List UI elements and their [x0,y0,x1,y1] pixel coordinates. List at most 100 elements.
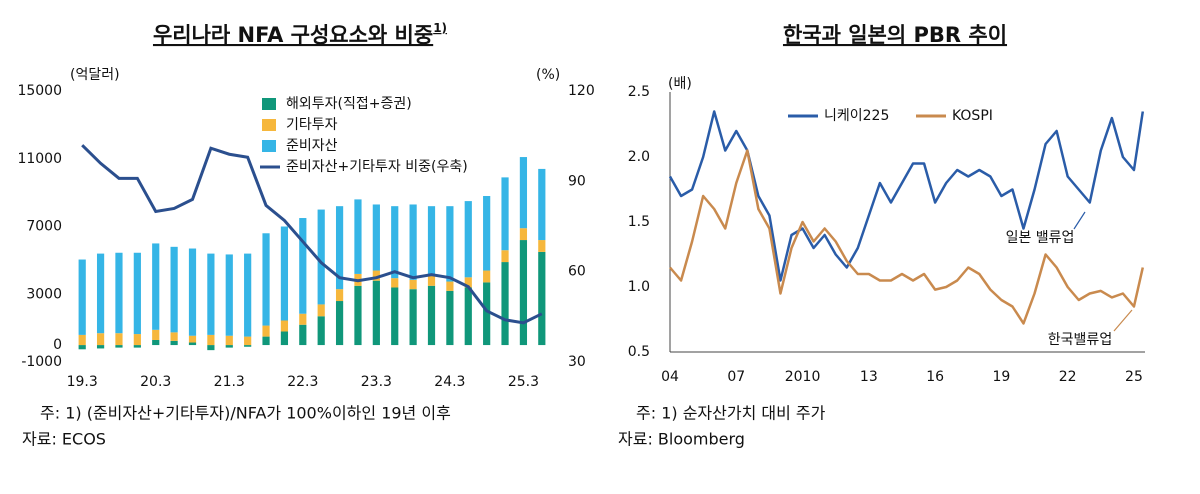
bar [427,275,436,286]
bar [152,243,160,330]
y-tick-label: 2.5 [628,84,650,100]
bar [133,334,141,346]
bar [188,248,197,336]
bar [78,334,86,346]
y2-tick-label: 120 [568,83,595,99]
y-tick-label: -1000 [21,354,62,370]
bar [483,282,491,346]
y-tick-label: 11000 [17,151,62,167]
bar [317,209,325,305]
bar [372,270,380,281]
bar [501,250,509,263]
y2-tick-label: 30 [568,354,586,370]
source: 자료: Bloomberg [618,430,745,449]
x-tick-label: 21.3 [214,374,245,390]
x-tick-label: 2010 [785,369,821,385]
y-axis-unit: (억달러) [70,67,120,83]
x-tick-label: 22.3 [287,374,318,390]
bar [299,324,307,346]
y-tick-label: 2.0 [628,149,650,165]
bar [170,332,178,341]
bar [244,336,252,346]
bar [317,316,325,346]
y2-tick-label: 60 [568,264,586,280]
y2-axis-unit: (%) [536,67,560,83]
bar [207,345,215,351]
bar [409,279,417,290]
bar [354,285,362,346]
bar [335,301,344,346]
bar [483,270,491,283]
source: 자료: ECOS [22,430,106,449]
legend-label: 니케이225 [824,108,889,124]
chart-title: 한국과 일본의 PBR 추이 [783,23,1007,47]
bar [317,304,325,317]
bar [427,206,436,276]
bar [519,228,528,241]
bar [133,252,141,335]
x-tick-label: 19.3 [67,374,98,390]
legend-swatch [262,98,276,110]
bar [446,290,454,346]
bar [188,335,197,343]
bar [335,289,344,302]
y-tick-label: 7000 [26,219,62,235]
bar [464,277,472,288]
bar [170,246,178,333]
bar [207,334,215,346]
bar [409,289,417,346]
bar [225,335,233,346]
bar [299,218,307,314]
bar [262,233,270,326]
x-tick-label: 19 [992,369,1010,385]
title-text: 우리나라 NFA 구성요소와 비중 [153,23,433,47]
bar [464,287,472,346]
y-tick-label: 0 [53,337,62,353]
bar [519,240,528,346]
bar [133,345,141,348]
y-tick-label: 0.5 [628,344,650,360]
bar [280,320,289,332]
line-series [81,144,543,325]
bar [170,340,178,346]
bar [262,325,270,337]
bar [225,254,233,336]
title-footnote: 1) [433,21,447,35]
bar [427,285,436,346]
bar [501,177,509,251]
bar [96,345,105,349]
x-tick-label: 13 [860,369,878,385]
annotation-arrow [1113,309,1133,332]
x-tick-label: 25 [1125,369,1143,385]
bar [483,196,491,271]
bar [299,313,307,325]
y-tick-label: 1.5 [628,214,650,230]
bar [409,204,417,280]
bar [188,342,197,346]
bar [115,333,123,346]
bar [464,201,472,278]
bar [96,253,105,334]
x-tick-label: 07 [727,369,745,385]
y-tick-label: 1.0 [628,279,650,295]
bar [78,345,86,350]
y2-tick-label: 90 [568,173,586,189]
legend-label: 준비자산+기타투자 비중(우축) [286,159,468,175]
x-tick-label: 23.3 [361,374,392,390]
bar [519,157,528,229]
x-tick-label: 20.3 [140,374,171,390]
bar [262,336,270,346]
line-series [669,149,1145,325]
annotation: 일본 밸류업 [1006,230,1075,246]
legend-label: 해외투자(직접+증권) [286,96,412,112]
bar [391,278,399,288]
bar [446,281,454,291]
annotation: 한국밸류업 [1048,332,1112,348]
x-tick-label: 22 [1059,369,1077,385]
y-tick-label: 3000 [26,286,62,302]
bar [115,252,123,334]
footnote: 주: 1) 순자산가치 대비 주가 [636,404,826,423]
bar [207,253,215,335]
